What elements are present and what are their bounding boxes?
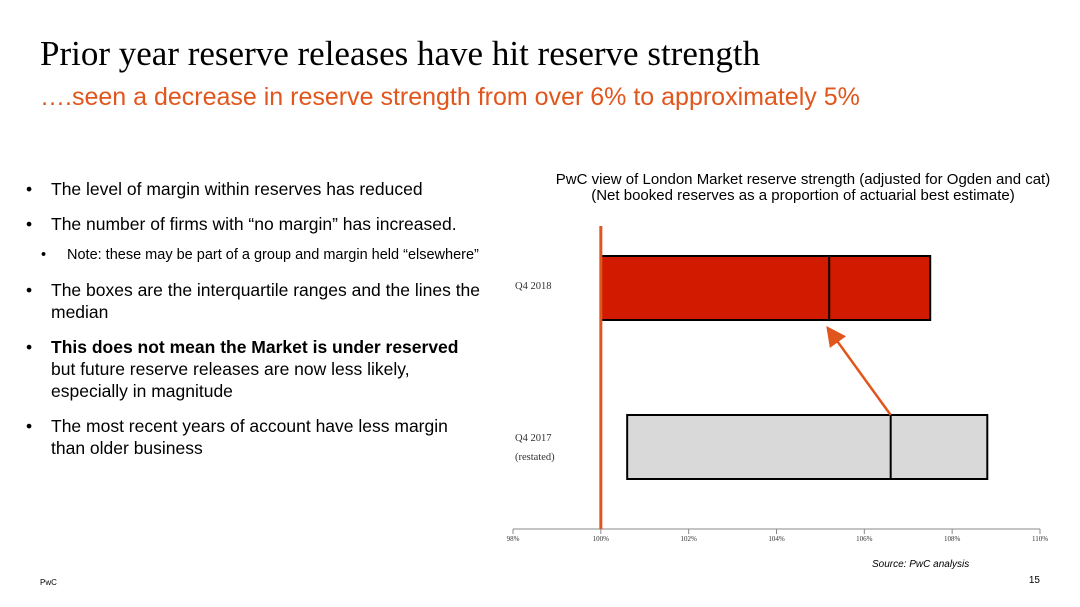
x-tick-label: 102% [680,535,697,543]
bullet-no-margin: The number of firms with “no margin” has… [24,213,484,235]
iqr-box-q4-2018 [599,255,932,321]
bullet-bold-text: This does not mean the Market is under r… [51,337,459,357]
bullet-list: The level of margin within reserves has … [24,178,484,472]
x-tick-label: 100% [593,535,610,543]
bullet-boxes-explained: The boxes are the interquartile ranges a… [24,279,484,323]
series-label-q4-2017: Q4 2017 [515,433,551,444]
iqr-box-q4-2017 [626,414,989,480]
page-title: Prior year reserve releases have hit res… [40,34,761,73]
bullet-recent-years: The most recent years of account have le… [24,415,484,459]
series-label-q4-2018: Q4 2018 [515,281,551,292]
x-tick-label: 110% [1032,535,1048,543]
series-label-q4-2017: (restated) [515,452,555,463]
x-tick-label: 108% [944,535,961,543]
shift-arrow [826,325,892,416]
source-note: Source: PwC analysis [872,559,970,570]
bullet-not-under-reserved: This does not mean the Market is under r… [24,336,484,402]
x-tick-label: 106% [856,535,873,543]
bullet-note-group: Note: these may be part of a group and m… [24,246,484,264]
chart-title: PwC view of London Market reserve streng… [555,171,1051,188]
x-tick-label: 98% [507,535,520,543]
bullet-rest-text: but future reserve releases are now less… [51,359,410,401]
bullet-margin-reduced: The level of margin within reserves has … [24,178,484,200]
x-tick-label: 104% [768,535,785,543]
chart-subtitle: (Net booked reserves as a proportion of … [591,187,1015,204]
page-subtitle: ….seen a decrease in reserve strength fr… [40,83,860,111]
page-number: 15 [1028,575,1040,586]
footer-brand: PwC [40,578,57,587]
